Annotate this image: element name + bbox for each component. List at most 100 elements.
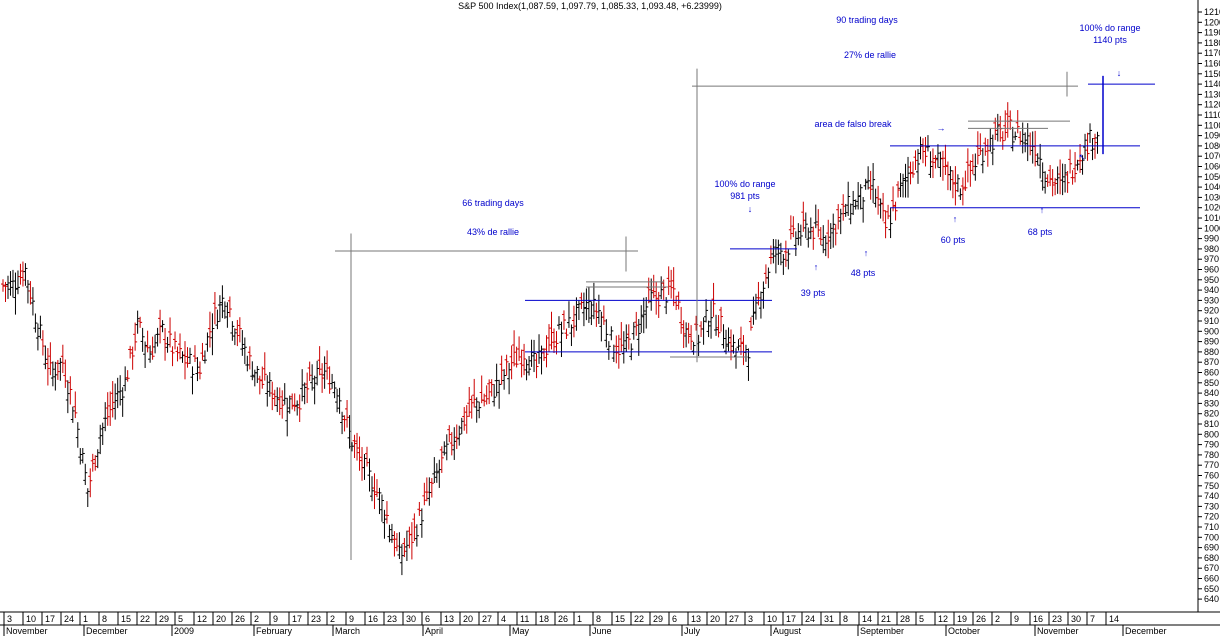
annotation-label: 27% de rallie	[844, 50, 896, 60]
y-tick-label: 970	[1204, 254, 1219, 264]
y-tick-label: 770	[1204, 460, 1219, 470]
y-tick-label: 840	[1204, 388, 1219, 398]
y-tick-label: 660	[1204, 574, 1219, 584]
x-day-tick-label: 9	[349, 614, 354, 624]
x-day-tick-label: 22	[634, 614, 644, 624]
x-day-tick-label: 17	[292, 614, 302, 624]
y-tick-label: 940	[1204, 285, 1219, 295]
x-day-tick-label: 24	[64, 614, 74, 624]
x-month-tick-label: March	[335, 626, 360, 636]
x-day-tick-label: 20	[710, 614, 720, 624]
y-tick-label: 1010	[1204, 213, 1220, 223]
x-day-tick-label: 30	[1071, 614, 1081, 624]
x-day-tick-label: 14	[862, 614, 872, 624]
x-day-tick-label: 9	[1014, 614, 1019, 624]
arrow-marker: ↓	[1117, 68, 1122, 78]
x-day-tick-label: 8	[596, 614, 601, 624]
x-day-tick-label: 29	[653, 614, 663, 624]
x-month-tick-label: October	[948, 626, 980, 636]
y-tick-label: 910	[1204, 316, 1219, 326]
y-tick-label: 1110	[1204, 110, 1220, 120]
annotation-label: 66 trading days	[462, 198, 524, 208]
x-day-tick-label: 1	[83, 614, 88, 624]
x-month-tick-label: November	[1037, 626, 1079, 636]
x-day-tick-label: 12	[938, 614, 948, 624]
y-tick-label: 890	[1204, 337, 1219, 347]
x-day-tick-label: 2	[995, 614, 1000, 624]
y-tick-label: 790	[1204, 440, 1219, 450]
x-day-tick-label: 15	[121, 614, 131, 624]
y-tick-label: 850	[1204, 378, 1219, 388]
y-tick-label: 1090	[1204, 131, 1220, 141]
annotation-label: 48 pts	[851, 268, 876, 278]
y-tick-label: 710	[1204, 522, 1219, 532]
annotation-label: 100% do range	[1079, 23, 1140, 33]
annotation-label: area de falso break	[814, 119, 892, 129]
y-tick-label: 930	[1204, 295, 1219, 305]
y-tick-label: 1000	[1204, 223, 1220, 233]
trend-lines	[335, 68, 1155, 560]
x-day-tick-label: 15	[615, 614, 625, 624]
x-day-tick-label: 27	[729, 614, 739, 624]
y-tick-label: 1170	[1204, 48, 1220, 58]
x-day-tick-label: 4	[501, 614, 506, 624]
x-day-tick-label: 24	[805, 614, 815, 624]
x-day-tick-label: 21	[881, 614, 891, 624]
x-month-tick-label: September	[860, 626, 904, 636]
y-tick-label: 820	[1204, 409, 1219, 419]
annotation-label: 43% de rallie	[467, 227, 519, 237]
x-day-tick-label: 18	[539, 614, 549, 624]
x-month-tick-label: December	[86, 626, 128, 636]
arrow-marker: →	[937, 123, 946, 133]
x-day-tick-label: 22	[140, 614, 150, 624]
x-day-tick-label: 8	[102, 614, 107, 624]
y-tick-label: 870	[1204, 357, 1219, 367]
y-tick-label: 760	[1204, 471, 1219, 481]
x-day-tick-label: 6	[425, 614, 430, 624]
x-day-tick-label: 3	[7, 614, 12, 624]
y-tick-label: 670	[1204, 563, 1219, 573]
arrow-marker: ↑	[1040, 205, 1045, 215]
x-day-tick-label: 3	[748, 614, 753, 624]
annotation-label: 981 pts	[730, 191, 760, 201]
y-tick-label: 1070	[1204, 151, 1220, 161]
x-day-tick-label: 30	[406, 614, 416, 624]
x-day-tick-label: 26	[976, 614, 986, 624]
y-tick-label: 830	[1204, 398, 1219, 408]
y-tick-label: 1210	[1204, 7, 1220, 17]
x-month-tick-label: 2009	[174, 626, 194, 636]
x-month-tick-label: May	[512, 626, 530, 636]
annotation-label: 60 pts	[941, 235, 966, 245]
y-tick-label: 1130	[1204, 89, 1220, 99]
price-bars	[1, 102, 1100, 576]
y-tick-label: 650	[1204, 584, 1219, 594]
x-day-tick-label: 16	[1033, 614, 1043, 624]
x-day-tick-label: 5	[178, 614, 183, 624]
arrow-marker: ↑	[814, 262, 819, 272]
x-day-tick-label: 16	[368, 614, 378, 624]
y-tick-label: 860	[1204, 368, 1219, 378]
annotation-label: 1140 pts	[1093, 35, 1127, 45]
x-day-tick-label: 14	[1109, 614, 1119, 624]
y-tick-label: 690	[1204, 543, 1219, 553]
x-day-tick-label: 2	[330, 614, 335, 624]
x-month-tick-label: June	[592, 626, 612, 636]
y-tick-label: 810	[1204, 419, 1219, 429]
y-tick-label: 1030	[1204, 192, 1220, 202]
x-month-tick-label: July	[684, 626, 701, 636]
y-tick-label: 1120	[1204, 100, 1220, 110]
y-tick-label: 1050	[1204, 172, 1220, 182]
y-tick-label: 950	[1204, 275, 1219, 285]
y-tick-label: 1020	[1204, 203, 1220, 213]
y-tick-label: 980	[1204, 244, 1219, 254]
y-tick-label: 640	[1204, 594, 1219, 604]
x-day-tick-label: 10	[767, 614, 777, 624]
x-day-tick-label: 28	[900, 614, 910, 624]
y-tick-label: 990	[1204, 234, 1219, 244]
x-day-tick-label: 1	[577, 614, 582, 624]
x-day-tick-label: 20	[216, 614, 226, 624]
chart-title: S&P 500 Index(1,087.59, 1,097.79, 1,085.…	[458, 1, 722, 11]
x-month-tick-label: August	[773, 626, 802, 636]
x-day-tick-label: 23	[311, 614, 321, 624]
arrow-marker: ↑	[864, 248, 869, 258]
